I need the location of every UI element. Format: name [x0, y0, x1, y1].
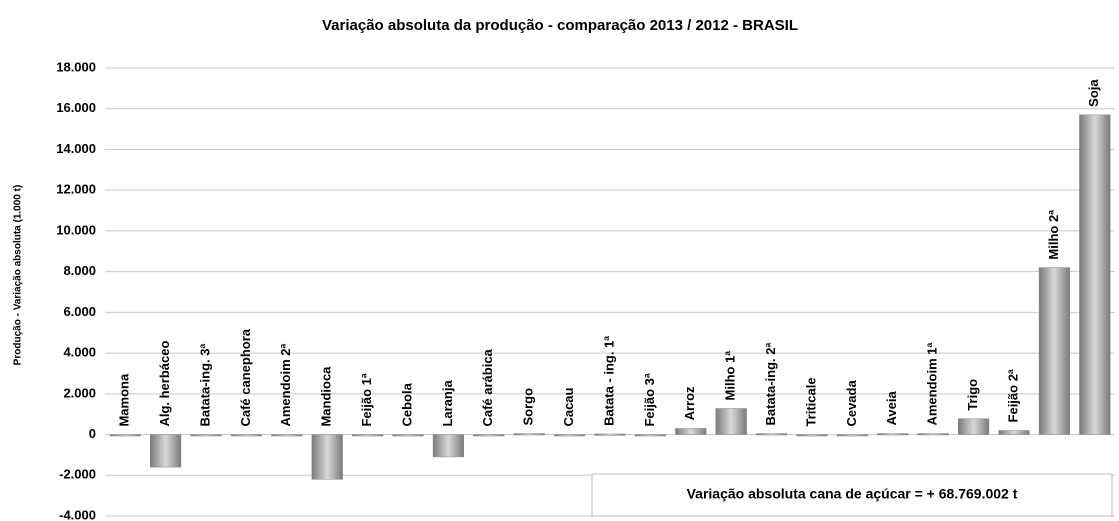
bar	[513, 433, 545, 436]
category-label: Milho 1ª	[723, 351, 738, 401]
annotation: Variação absoluta cana de açúcar = + 68.…	[687, 486, 1018, 502]
category-label: Milho 2ª	[1046, 210, 1061, 260]
bar	[311, 434, 343, 480]
bar	[351, 434, 384, 437]
category-label: Cacau	[561, 387, 576, 426]
annotation-box	[591, 473, 1113, 517]
bar	[634, 434, 667, 437]
bar	[836, 434, 869, 437]
category-label: Laranja	[440, 380, 455, 427]
category-label: Batata-ing. 2ª	[763, 343, 778, 426]
bar	[796, 434, 828, 437]
bar	[715, 408, 747, 435]
bar	[432, 434, 465, 458]
bar	[230, 434, 263, 437]
category-label: Feijão 2ª	[1005, 369, 1020, 422]
bar	[675, 428, 707, 435]
y-tick-label: 8.000	[63, 263, 96, 278]
bar	[553, 434, 586, 437]
bar	[755, 433, 788, 436]
y-tick-label: -4.000	[59, 507, 96, 521]
category-label: Cebola	[399, 382, 414, 426]
category-label: Amendoim 1ª	[925, 343, 940, 426]
category-label: Mandioca	[319, 366, 334, 427]
category-label: Mamona	[117, 373, 132, 427]
bar	[957, 418, 990, 435]
category-label: Cevada	[844, 380, 859, 427]
category-label: Feijão 1ª	[359, 373, 374, 426]
category-label: Batata - ing. 1ª	[601, 336, 616, 426]
bar	[877, 433, 909, 436]
bar	[1079, 114, 1111, 435]
chart-title: Variação absoluta da produção - comparaç…	[322, 17, 798, 34]
bar	[109, 434, 141, 437]
bar	[473, 434, 505, 437]
category-label: Sorgo	[521, 388, 536, 426]
category-label: Arroz	[682, 386, 697, 420]
y-tick-label: 2.000	[63, 385, 96, 400]
bar	[149, 434, 182, 468]
category-label: Triticale	[803, 377, 818, 426]
bar	[1038, 267, 1071, 435]
bar	[271, 434, 303, 437]
bar	[190, 434, 222, 437]
category-label: Café arábica	[480, 348, 495, 426]
y-tick-label: 12.000	[56, 182, 96, 197]
y-tick-label: 6.000	[63, 304, 96, 319]
bar	[917, 433, 949, 436]
category-label: Trigo	[965, 379, 980, 411]
bar	[998, 430, 1030, 435]
bar	[392, 434, 424, 437]
category-label: Amendoim 2ª	[278, 344, 293, 427]
y-tick-label: 18.000	[56, 59, 96, 74]
bar	[594, 433, 626, 436]
y-axis-label: Produção - Variação absoluta (1.000 t)	[13, 185, 24, 366]
category-label: Café canephora	[238, 328, 253, 426]
category-label: Feijão 3ª	[642, 373, 657, 426]
category-label: Alg. herbáceo	[157, 341, 172, 427]
y-tick-label: 10.000	[56, 222, 96, 237]
y-tick-label: 4.000	[63, 345, 96, 360]
y-tick-label: -2.000	[59, 467, 96, 482]
y-tick-label: 14.000	[56, 141, 96, 156]
category-label: Aveia	[884, 391, 899, 426]
y-tick-label: 0	[89, 426, 96, 441]
category-label: Batata-ing. 3ª	[197, 344, 212, 427]
category-label: Soja	[1086, 79, 1101, 107]
y-tick-label: 16.000	[56, 100, 96, 115]
